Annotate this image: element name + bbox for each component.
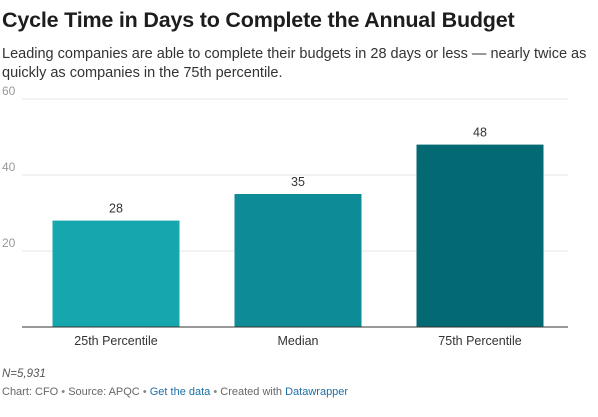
sample-size-note: N=5,931 xyxy=(2,368,46,380)
bar xyxy=(416,144,544,327)
footer-separator: • xyxy=(61,386,66,398)
x-tick-label: Median xyxy=(278,334,319,348)
y-tick-label: 40 xyxy=(2,160,16,174)
bar xyxy=(52,220,180,327)
get-the-data-link[interactable]: Get the data xyxy=(149,386,211,398)
x-tick-label: 75th Percentile xyxy=(438,334,521,348)
chart-footer: Chart: CFO • Source: APQC • Get the data… xyxy=(2,386,348,398)
x-tick-label: 25th Percentile xyxy=(74,334,157,348)
bar-value-label: 35 xyxy=(291,175,305,189)
bar-chart: 20 40 60 28 25th Percentile 35 Median 48 75th Pe… xyxy=(2,84,568,348)
y-tick-label: 60 xyxy=(2,84,16,98)
y-tick-label: 20 xyxy=(2,236,16,250)
chart-title: Cycle Time in Days to Complete the Annua… xyxy=(2,8,515,32)
source-credit: Source: APQC xyxy=(68,386,140,398)
created-with-label: Created with xyxy=(220,386,283,398)
chart-credit: Chart: CFO xyxy=(2,386,59,398)
bar-value-label: 48 xyxy=(473,126,487,140)
datawrapper-link[interactable]: Datawrapper xyxy=(285,386,349,398)
chart-subtitle: Leading companies are able to complete t… xyxy=(2,46,587,81)
footer-separator: • xyxy=(142,386,147,398)
bar-value-label: 28 xyxy=(109,202,123,216)
footer-separator: • xyxy=(213,386,218,398)
bar xyxy=(234,194,362,327)
